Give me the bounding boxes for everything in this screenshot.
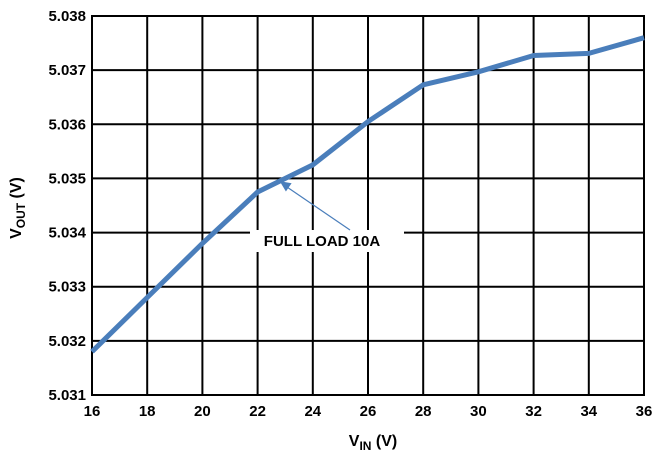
grid: [91, 15, 645, 396]
series-line: [90, 35, 645, 354]
x-tick-labels: 16 18 20 22 24 26 28 30 32 34 36: [84, 403, 653, 420]
x-tick-label: 32: [525, 403, 542, 420]
series-layer: [90, 35, 645, 354]
plot-frame: [91, 15, 645, 396]
annotation-background: [250, 230, 404, 252]
annotation-arrow-line: [285, 185, 351, 231]
y-tick-label: 5.038: [48, 8, 86, 25]
x-tick-label: 36: [636, 403, 653, 420]
x-tick-label: 18: [139, 403, 156, 420]
y-tick-label: 5.035: [48, 170, 86, 187]
annotation-arrowhead: [279, 181, 292, 192]
annotation-label: FULL LOAD 10A: [264, 233, 381, 250]
x-tick-label: 16: [84, 403, 101, 420]
y-tick-label: 5.031: [48, 387, 86, 404]
y-tick-label: 5.032: [48, 333, 86, 350]
x-tick-label: 22: [249, 403, 266, 420]
y-tick-label: 5.033: [48, 279, 86, 296]
x-axis-title: VIN (V): [349, 433, 397, 452]
x-tick-label: 26: [360, 403, 377, 420]
annotations: FULL LOAD 10A: [250, 181, 404, 252]
y-tick-label: 5.037: [48, 62, 86, 79]
y-axis-title: VOUT (V): [8, 177, 28, 239]
y-tick-label: 5.036: [48, 116, 86, 133]
x-tick-label: 34: [580, 403, 597, 420]
x-tick-label: 30: [470, 403, 487, 420]
y-tick-labels: 5.031 5.032 5.033 5.034 5.035 5.036 5.037 5.038: [48, 8, 86, 404]
x-tick-label: 28: [415, 403, 432, 420]
y-tick-label: 5.034: [48, 225, 86, 242]
x-tick-label: 24: [304, 403, 321, 420]
x-tick-label: 20: [194, 403, 211, 420]
